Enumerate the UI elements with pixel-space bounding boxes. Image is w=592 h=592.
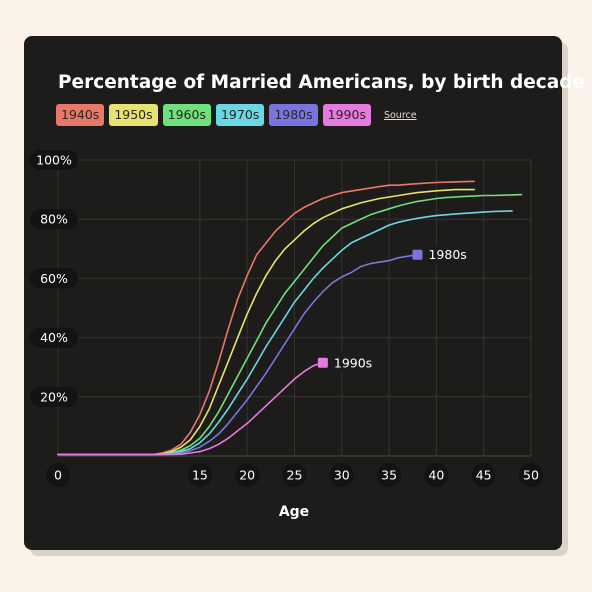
legend-item-1980s[interactable]: 1980s	[269, 104, 318, 126]
end-marker-1990s	[317, 357, 328, 368]
x-tick-bg	[424, 463, 449, 487]
y-tick-bg	[30, 386, 78, 407]
x-tick-label: 35	[381, 468, 397, 483]
x-tick-bg	[235, 463, 260, 487]
end-label-1980s: 1980s	[428, 247, 466, 262]
chart-title: Percentage of Married Americans, by birt…	[58, 72, 586, 93]
series-line-1960s	[57, 193, 523, 456]
legend-item-1990s[interactable]: 1990s	[322, 104, 371, 126]
y-tick-bg	[30, 268, 78, 289]
y-tick-bg	[30, 327, 78, 348]
end-label-1990s: 1990s	[334, 355, 372, 370]
legend-item-1940s[interactable]: 1940s	[56, 104, 105, 126]
y-tick-label: 40%	[40, 330, 68, 345]
legend: 1940s 1950s 1960s 1970s 1980s 1990s Sour…	[56, 104, 417, 126]
source-link[interactable]: Source	[383, 109, 417, 121]
y-tick-label: 20%	[40, 389, 68, 404]
series-line-1940s	[57, 180, 476, 456]
x-tick-label: 0	[54, 468, 62, 483]
y-tick-label: 80%	[40, 212, 68, 227]
x-axis-title: Age	[279, 504, 309, 520]
end-label-bg	[329, 352, 378, 373]
x-tick-label: 40	[428, 468, 444, 483]
end-label-bg	[424, 244, 473, 265]
y-tick-label: 60%	[40, 271, 68, 286]
x-tick-bg	[329, 463, 354, 487]
legend-item-1970s[interactable]: 1970s	[215, 104, 265, 126]
legend-item-1950s[interactable]: 1950s	[109, 104, 158, 126]
end-marker-1980s	[412, 249, 423, 260]
x-tick-bg	[471, 463, 496, 487]
x-tick-label: 50	[523, 468, 539, 483]
series-line-1990s	[57, 361, 324, 456]
x-tick-label: 25	[287, 468, 303, 483]
x-tick-label: 30	[334, 468, 350, 483]
legend-item-1960s[interactable]: 1960s	[162, 104, 211, 126]
x-tick-bg	[187, 463, 212, 487]
x-tick-bg	[377, 463, 402, 487]
x-tick-label: 45	[476, 468, 492, 483]
y-tick-bg	[30, 209, 78, 230]
x-tick-label: 20	[239, 468, 255, 483]
chart-card: Percentage of Married Americans, by birt…	[24, 36, 585, 550]
x-tick-bg	[519, 463, 543, 487]
x-tick-label: 15	[192, 468, 208, 483]
y-tick-label: 100%	[36, 153, 72, 168]
x-tick-bg	[282, 463, 307, 487]
x-tick-bg	[46, 463, 70, 487]
y-tick-bg	[30, 150, 78, 170]
